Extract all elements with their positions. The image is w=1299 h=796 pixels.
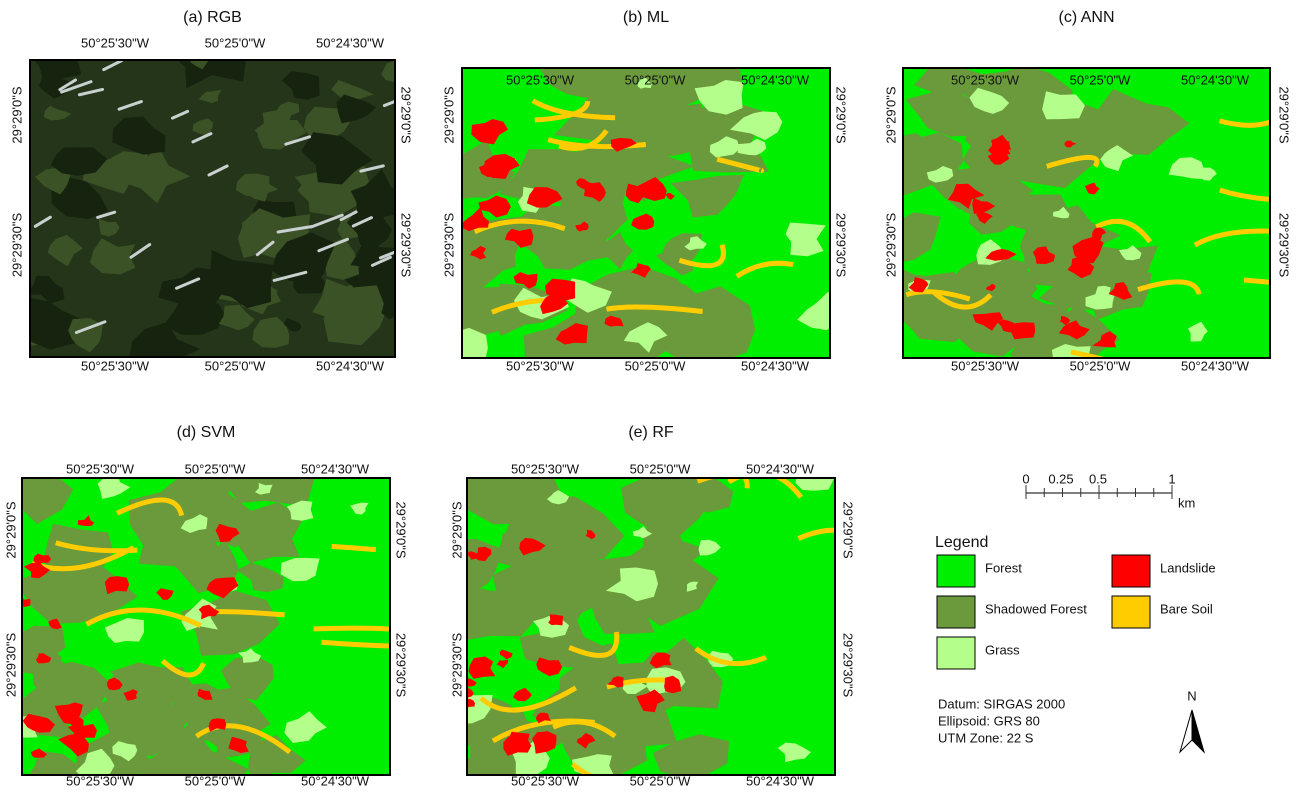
scale-unit: km — [1178, 495, 1195, 510]
scale-label: 0 — [1022, 471, 1029, 486]
lon-label: 50°25'0"W — [205, 35, 266, 50]
lon-label: 50°25'30"W — [81, 358, 150, 373]
lat-label: 29°29'0"S — [883, 86, 898, 143]
north-arrow — [1192, 710, 1204, 752]
lon-label: 50°25'0"W — [1070, 72, 1131, 87]
lat-label: 29°29'0"S — [1277, 86, 1292, 143]
legend-label: Grass — [985, 642, 1020, 657]
lon-label: 50°25'0"W — [1070, 358, 1131, 373]
panel-title: (d) SVM — [177, 424, 236, 441]
north-arrow — [1180, 710, 1192, 752]
lon-label: 50°25'30"W — [81, 35, 150, 50]
soil-line — [314, 628, 410, 630]
map-image — [854, 49, 1299, 386]
lat-label: 29°29'30"S — [834, 213, 849, 278]
lat-label: 29°29'30"S — [1277, 213, 1292, 278]
lat-label: 29°29'0"S — [394, 501, 409, 558]
map-image — [0, 448, 420, 796]
datum-text: Ellipsoid: GRS 80 — [938, 713, 1040, 728]
legend-label: Forest — [985, 560, 1022, 575]
lat-label: 29°29'30"S — [883, 213, 898, 278]
landslide — [19, 598, 31, 607]
lat-label: 29°29'0"S — [3, 501, 18, 558]
map-image — [416, 37, 852, 375]
datum-text: Datum: SIRGAS 2000 — [938, 696, 1065, 711]
lon-label: 50°24'30"W — [746, 773, 815, 788]
map-image — [421, 458, 884, 795]
lon-label: 50°25'30"W — [506, 358, 575, 373]
lon-label: 50°25'0"W — [625, 358, 686, 373]
lon-label: 50°25'30"W — [511, 461, 580, 476]
legend-label: Landslide — [1160, 560, 1216, 575]
lat-label: 29°29'30"S — [394, 633, 409, 698]
panel-title: (a) RGB — [183, 9, 242, 26]
lon-label: 50°25'30"W — [951, 358, 1020, 373]
lat-label: 29°29'0"S — [449, 501, 464, 558]
legend-label: Shadowed Forest — [985, 601, 1087, 616]
lat-label: 29°29'0"S — [841, 501, 856, 558]
lon-label: 50°25'30"W — [506, 72, 575, 87]
lon-label: 50°25'0"W — [185, 461, 246, 476]
lon-label: 50°24'30"W — [741, 358, 810, 373]
lat-label: 29°29'30"S — [3, 633, 18, 698]
legend-swatch — [1112, 555, 1150, 587]
lon-label: 50°24'30"W — [301, 461, 370, 476]
scale-label: 1 — [1168, 471, 1175, 486]
lat-label: 29°29'30"S — [841, 633, 856, 698]
lon-label: 50°25'30"W — [66, 773, 135, 788]
lat-label: 29°29'30"S — [449, 633, 464, 698]
lon-label: 50°24'30"W — [1181, 358, 1250, 373]
legend-title: Legend — [935, 534, 988, 551]
scale-label: 0.25 — [1048, 471, 1073, 486]
lon-label: 50°24'30"W — [301, 773, 370, 788]
lon-label: 50°25'30"W — [66, 461, 135, 476]
legend-swatch — [1112, 596, 1150, 628]
datum-text: UTM Zone: 22 S — [938, 730, 1034, 745]
figure: (a) RGB 50°25'30"W 50°25'30"W 50°25'0"W 50°2… — [0, 0, 1299, 796]
lat-label: 29°29'0"S — [834, 86, 849, 143]
map-image — [8, 34, 423, 377]
lon-label: 50°24'30"W — [1181, 72, 1250, 87]
lon-label: 50°24'30"W — [316, 35, 385, 50]
lat-label: 29°29'0"S — [9, 86, 24, 143]
panel-title: (e) RF — [628, 424, 674, 441]
lon-label: 50°25'0"W — [205, 358, 266, 373]
soil-line — [332, 546, 376, 549]
lon-label: 50°24'30"W — [746, 461, 815, 476]
lon-label: 50°24'30"W — [741, 72, 810, 87]
lon-label: 50°25'0"W — [630, 773, 691, 788]
lon-label: 50°24'30"W — [316, 358, 385, 373]
lon-label: 50°25'0"W — [185, 773, 246, 788]
grass-area — [1086, 294, 1116, 310]
legend-swatch — [937, 637, 975, 669]
lat-label: 29°29'30"S — [9, 213, 24, 278]
landslide — [548, 614, 563, 625]
lon-label: 50°25'30"W — [511, 773, 580, 788]
legend-swatch — [937, 555, 975, 587]
panel-title: (b) ML — [623, 9, 669, 26]
lat-label: 29°29'0"S — [441, 86, 456, 143]
legend-label: Bare Soil — [1160, 601, 1213, 616]
lat-label: 29°29'30"S — [399, 213, 414, 278]
lon-label: 50°25'0"W — [630, 461, 691, 476]
panel-title: (c) ANN — [1059, 9, 1115, 26]
lat-label: 29°29'30"S — [441, 213, 456, 278]
north-label: N — [1187, 688, 1196, 703]
legend-swatch — [937, 596, 975, 628]
lat-label: 29°29'0"S — [399, 86, 414, 143]
lon-label: 50°25'0"W — [625, 72, 686, 87]
scale-label: 0.5 — [1089, 471, 1107, 486]
lon-label: 50°25'30"W — [951, 72, 1020, 87]
